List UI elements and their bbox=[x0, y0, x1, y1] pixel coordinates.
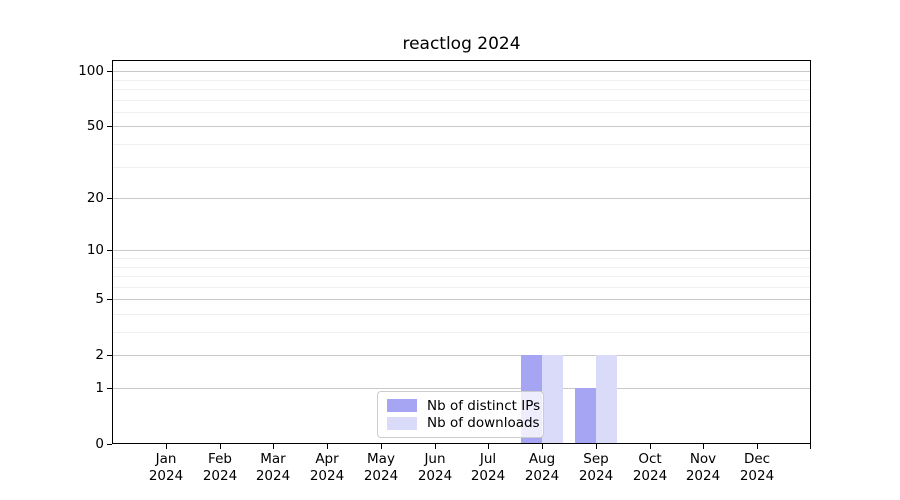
y-tick-label: 1 bbox=[95, 380, 104, 396]
x-tick bbox=[166, 444, 167, 449]
legend: Nb of distinct IPs Nb of downloads bbox=[377, 391, 544, 438]
x-tick bbox=[327, 444, 328, 449]
bar-nb-of-downloads-sep bbox=[595, 355, 617, 444]
legend-item-downloads: Nb of downloads bbox=[387, 415, 540, 431]
gridline-minor bbox=[113, 287, 810, 288]
gridline-major bbox=[113, 250, 810, 251]
y-tick-label: 0 bbox=[95, 436, 104, 452]
plot-frame bbox=[112, 60, 811, 444]
y-tick bbox=[107, 388, 112, 389]
gridline-major bbox=[113, 198, 810, 199]
x-tick-label: Feb 2024 bbox=[202, 451, 238, 484]
x-tick-label: Jul 2024 bbox=[470, 451, 506, 484]
gridline-minor bbox=[113, 144, 810, 145]
x-tick-label: Nov 2024 bbox=[685, 451, 721, 484]
x-tick bbox=[596, 444, 597, 449]
bar-nb-of-distinct-ips-sep bbox=[574, 388, 596, 444]
x-tick-label: May 2024 bbox=[363, 451, 399, 484]
gridline-minor bbox=[113, 267, 810, 268]
x-tick-label: Jan 2024 bbox=[148, 451, 184, 484]
gridline-minor bbox=[113, 167, 810, 168]
legend-swatch-downloads bbox=[387, 416, 417, 430]
gridline-major bbox=[113, 126, 810, 127]
x-tick bbox=[488, 444, 489, 449]
y-tick-label: 50 bbox=[86, 118, 104, 134]
legend-swatch-distinct-ips bbox=[387, 399, 417, 413]
x-tick bbox=[435, 444, 436, 449]
gridline-minor bbox=[113, 112, 810, 113]
y-tick bbox=[107, 355, 112, 356]
gridline-major bbox=[113, 71, 810, 72]
legend-label-downloads: Nb of downloads bbox=[427, 415, 540, 432]
gridline-major bbox=[113, 355, 810, 356]
legend-label-distinct-ips: Nb of distinct IPs bbox=[427, 397, 541, 414]
y-tick-label: 5 bbox=[95, 291, 104, 307]
y-tick bbox=[107, 198, 112, 199]
x-tick-label: Apr 2024 bbox=[309, 451, 345, 484]
y-tick bbox=[107, 250, 112, 251]
gridline-minor bbox=[113, 89, 810, 90]
x-tick-label: Dec 2024 bbox=[739, 451, 775, 484]
gridline-minor bbox=[113, 80, 810, 81]
y-tick-label: 10 bbox=[86, 242, 104, 258]
x-tick-label: Mar 2024 bbox=[255, 451, 291, 484]
y-tick bbox=[107, 299, 112, 300]
x-tick bbox=[703, 444, 704, 449]
y-tick-label: 100 bbox=[78, 63, 104, 79]
gridline-minor bbox=[113, 332, 810, 333]
x-tick bbox=[220, 444, 221, 449]
x-tick-edge bbox=[810, 444, 811, 449]
y-tick-label: 2 bbox=[95, 347, 104, 363]
gridline-minor bbox=[113, 276, 810, 277]
gridline-minor bbox=[113, 314, 810, 315]
y-tick bbox=[107, 126, 112, 127]
bar-nb-of-downloads-aug bbox=[542, 355, 564, 444]
x-tick bbox=[757, 444, 758, 449]
x-tick-label: Sep 2024 bbox=[578, 451, 614, 484]
gridline-major bbox=[113, 299, 810, 300]
x-tick-label: Oct 2024 bbox=[632, 451, 668, 484]
x-tick bbox=[381, 444, 382, 449]
y-tick bbox=[107, 71, 112, 72]
y-tick-label: 20 bbox=[86, 190, 104, 206]
y-tick bbox=[107, 444, 112, 445]
legend-item-distinct-ips: Nb of distinct IPs bbox=[387, 398, 540, 414]
x-tick-label: Aug 2024 bbox=[524, 451, 560, 484]
x-tick-label: Jun 2024 bbox=[417, 451, 453, 484]
chart-title: reactlog 2024 bbox=[402, 34, 521, 54]
gridline-major bbox=[113, 388, 810, 389]
x-tick bbox=[542, 444, 543, 449]
gridline-minor bbox=[113, 100, 810, 101]
gridline-minor bbox=[113, 258, 810, 259]
x-tick bbox=[273, 444, 274, 449]
x-tick bbox=[650, 444, 651, 449]
